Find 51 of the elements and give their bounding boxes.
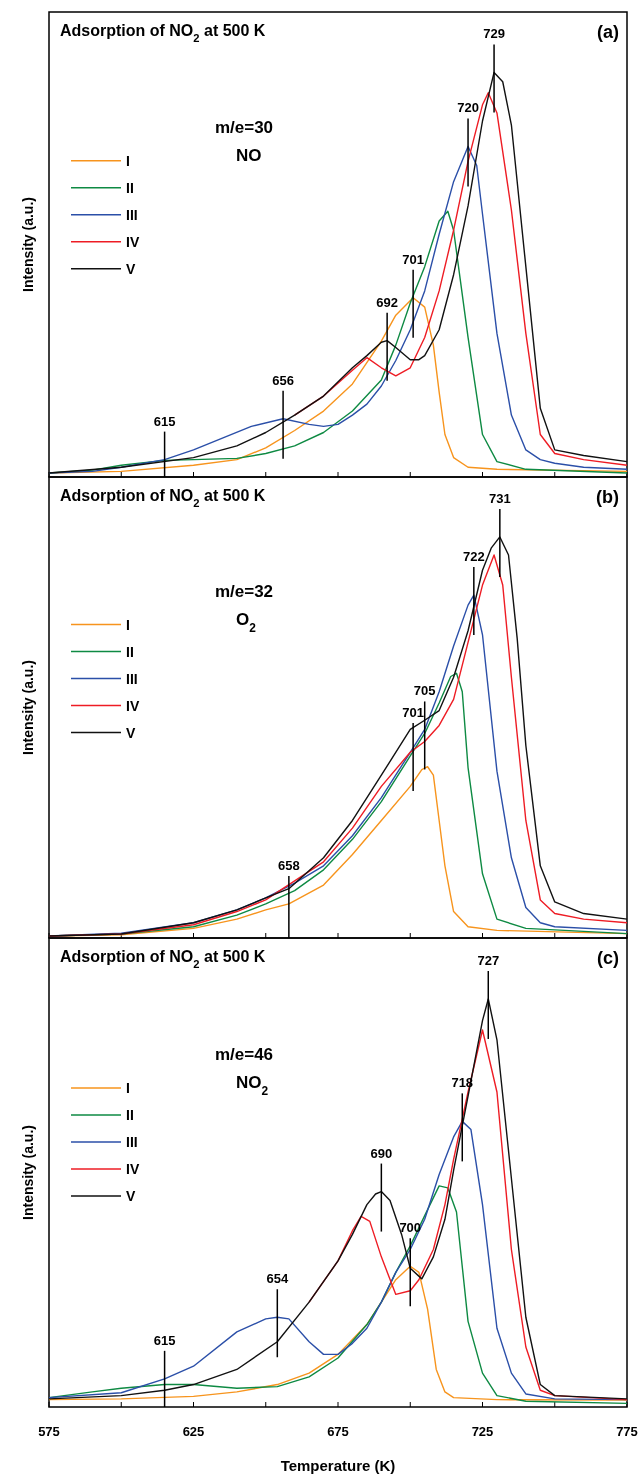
chart-subtitle: (a) bbox=[597, 22, 619, 42]
annotation: 722 bbox=[462, 549, 485, 565]
legend-label: I bbox=[126, 152, 130, 169]
legend-label: I bbox=[126, 616, 130, 633]
annotation: 701 bbox=[402, 705, 424, 721]
y-axis-title: Intensity (a.u.) bbox=[20, 197, 36, 292]
annotation: 654 bbox=[266, 1271, 289, 1287]
annotation: 701 bbox=[402, 251, 424, 267]
annotation: 731 bbox=[488, 490, 511, 506]
annotation: NO$_{2}$ bbox=[236, 1072, 269, 1098]
x-tick-label: 575 bbox=[38, 1424, 60, 1439]
annotation: 658 bbox=[278, 857, 300, 873]
legend-label: III bbox=[126, 1134, 138, 1151]
legend-label: IV bbox=[126, 697, 140, 714]
annotation: m/e=30 bbox=[214, 117, 274, 137]
y-axis-title: Intensity (a.u.) bbox=[20, 1125, 36, 1220]
annotation: NO bbox=[236, 145, 262, 165]
x-axis-title: Temperature (K) bbox=[280, 1457, 396, 1474]
annotation: 729 bbox=[483, 26, 505, 42]
annotation: 615 bbox=[153, 413, 176, 429]
legend-label: III bbox=[126, 670, 138, 687]
annotation: 692 bbox=[376, 294, 398, 310]
legend-label: II bbox=[126, 1107, 134, 1124]
annotation: m/e=32 bbox=[214, 581, 274, 601]
annotation: 690 bbox=[370, 1145, 393, 1161]
x-tick-label: 775 bbox=[616, 1424, 638, 1439]
legend-label: IV bbox=[126, 233, 140, 250]
annotation: 720 bbox=[457, 100, 479, 116]
legend-label: V bbox=[126, 260, 136, 277]
chart-subtitle: (b) bbox=[596, 487, 619, 507]
chart-title: Adsorption of NO$_{2}$ at 500 K bbox=[60, 948, 266, 970]
chart-subtitle: (c) bbox=[597, 948, 619, 968]
legend-label: II bbox=[126, 643, 134, 660]
annotation: O$_{2}$ bbox=[236, 609, 257, 635]
legend-label: II bbox=[126, 179, 134, 196]
annotation: 727 bbox=[477, 952, 500, 968]
legend-label: IV bbox=[126, 1161, 140, 1178]
legend-label: III bbox=[126, 206, 138, 223]
x-tick-label: 625 bbox=[182, 1424, 205, 1439]
annotation: m/e=46 bbox=[214, 1044, 274, 1064]
legend-label: I bbox=[126, 1080, 130, 1097]
legend-label: V bbox=[126, 724, 136, 741]
annotation: 705 bbox=[413, 683, 436, 699]
annotation: 615 bbox=[153, 1332, 176, 1348]
x-tick-label: 725 bbox=[471, 1424, 494, 1439]
annotation: 656 bbox=[272, 372, 294, 388]
legend-label: V bbox=[126, 1188, 136, 1205]
y-axis-title: Intensity (a.u.) bbox=[20, 660, 36, 755]
chart-title: Adsorption of NO$_{2}$ at 500 K bbox=[60, 487, 266, 509]
chart-title: Adsorption of NO$_{2}$ at 500 K bbox=[60, 22, 266, 44]
x-tick-label: 675 bbox=[327, 1424, 349, 1439]
